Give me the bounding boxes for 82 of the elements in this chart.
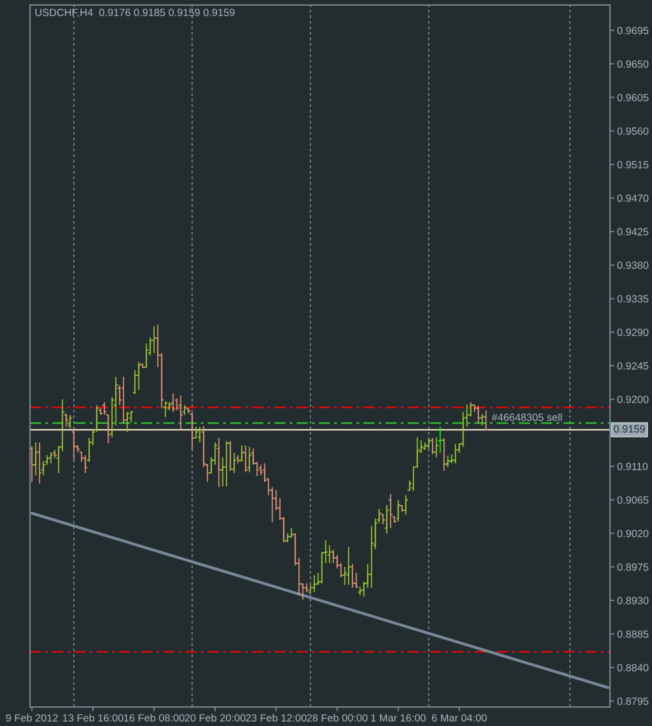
candlestick [483, 410, 489, 430]
candlestick [197, 426, 202, 443]
candlestick [430, 437, 436, 455]
candlestick [33, 442, 38, 476]
ref-line-label: #46648305 sell [492, 413, 562, 422]
candlestick [468, 402, 474, 417]
y-tick-label: 0.8795 [617, 698, 648, 705]
candlestick [476, 405, 481, 424]
candlestick [178, 394, 184, 430]
candlestick [216, 437, 222, 488]
candlestick [71, 429, 76, 461]
candlestick [438, 426, 443, 454]
candlestick [67, 414, 73, 429]
x-tick-label: 20 Feb 20:00 [184, 714, 246, 722]
candlestick [239, 444, 244, 462]
candlestick [120, 376, 126, 424]
candlestick [193, 426, 199, 438]
candlestick [368, 525, 374, 588]
y-tick-label: 0.9650 [617, 60, 648, 68]
x-tick-label: 6 Mar 04:00 [432, 714, 487, 722]
y-tick-label: 0.9200 [617, 396, 648, 404]
candlestick [246, 446, 252, 473]
candlestick [380, 513, 386, 525]
candlestick [144, 342, 149, 368]
y-tick-label: 0.8975 [617, 563, 648, 571]
candlestick [388, 493, 394, 529]
y-tick-label: 0.8885 [617, 630, 648, 638]
candlestick [330, 549, 336, 564]
candlestick [342, 566, 348, 586]
x-tick-label: 16 Feb 08:00 [124, 714, 184, 722]
candlestick [30, 446, 35, 482]
candlestick [452, 443, 458, 464]
candlestick [350, 563, 356, 588]
y-tick-label: 0.9425 [617, 228, 648, 236]
y-tick-label: 0.9470 [617, 194, 648, 202]
candlestick [403, 494, 408, 516]
candlestick [224, 440, 230, 487]
candlestick [228, 440, 233, 472]
y-tick-label: 0.9560 [617, 127, 648, 135]
candlestick [445, 455, 450, 468]
y-tick-label: 0.8840 [617, 664, 648, 672]
candlestick [64, 412, 69, 428]
candlestick [182, 404, 188, 416]
candlestick [242, 444, 248, 473]
candlestick [384, 504, 390, 534]
candlestick [128, 410, 134, 423]
candlestick [48, 452, 54, 464]
x-tick-label: 13 Feb 16:00 [63, 714, 124, 722]
y-tick-label: 0.9605 [617, 94, 648, 102]
candlestick [312, 574, 317, 593]
candlestick [232, 452, 237, 474]
candlestick [396, 499, 401, 522]
candlestick [36, 442, 42, 484]
chart-title: USDCHF,H4 0.9176 0.9185 0.9159 0.9159 [35, 8, 235, 18]
candlestick [82, 454, 88, 474]
candlestick [426, 437, 432, 449]
candlestick [124, 411, 130, 433]
y-tick-label: 0.9290 [617, 328, 648, 336]
candlestick [170, 392, 176, 412]
y-tick-label: 0.9380 [617, 262, 648, 269]
candlestick [346, 546, 352, 586]
x-tick-label: 9 Feb 2012 [6, 714, 58, 722]
candlestick [434, 436, 439, 458]
y-tick-label: 0.9245 [617, 362, 648, 370]
y-tick-label: 0.9020 [617, 530, 648, 538]
x-tick-label: 1 Mar 16:00 [371, 714, 426, 722]
candlestick [190, 412, 195, 450]
x-tick-label: 23 Feb 12:00 [246, 714, 306, 722]
y-tick-label: 0.9695 [617, 26, 648, 34]
y-tick-label: 0.9065 [617, 496, 648, 504]
y-tick-label: 0.9515 [617, 160, 648, 168]
candlestick [441, 437, 447, 472]
candlestick [162, 400, 168, 418]
ref-line-label: 0.9159 [614, 425, 645, 433]
candlestick [460, 411, 466, 448]
x-tick-label: 28 Feb 00:00 [307, 714, 368, 722]
y-tick-label: 0.8930 [617, 596, 648, 604]
y-tick-label: 0.9335 [617, 295, 648, 302]
candlestick [480, 414, 485, 426]
candlestick [136, 361, 142, 391]
candlestick [319, 551, 325, 584]
y-tick-label: 0.9110 [617, 462, 648, 470]
